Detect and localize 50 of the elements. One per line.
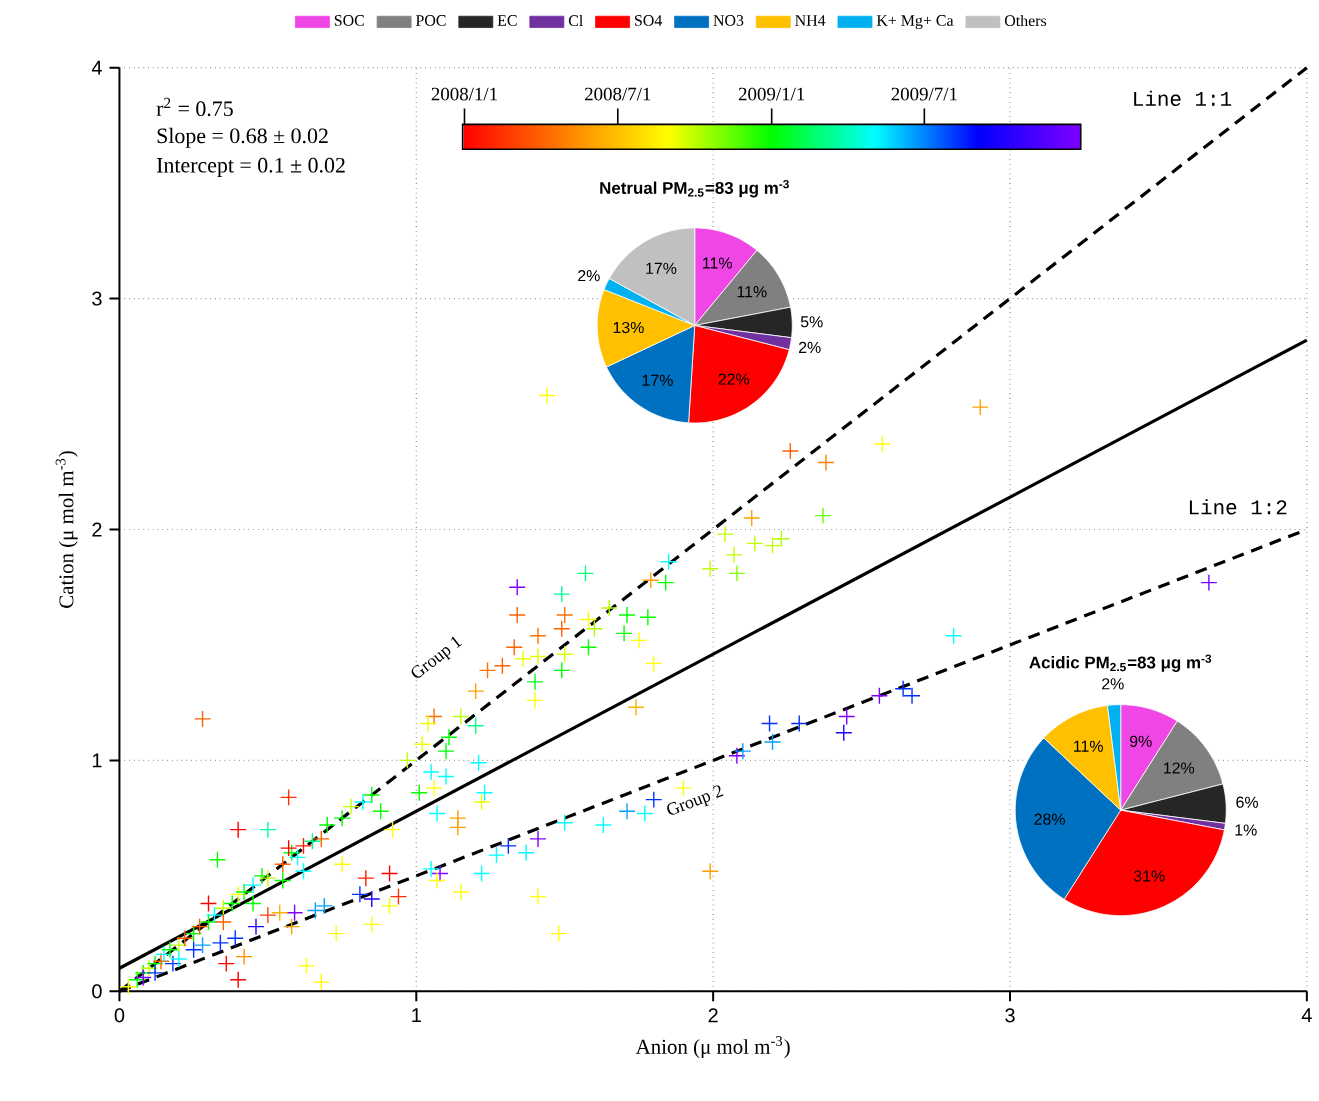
annotation: Group 2 [667,785,724,815]
x-tick-label: 0 [114,1008,125,1023]
data-label: 1% [1235,824,1257,836]
legend-label: POC [415,15,446,26]
annotation: Slope = 0.68 ± 0.02 [157,127,328,148]
data-label: 13% [613,321,644,334]
data-label: 2% [799,341,821,354]
data-label: 11% [737,286,767,298]
data-label: 28% [1034,813,1065,825]
data-label: 9% [1129,735,1152,747]
series-label: Line 1:2 [1189,499,1287,515]
annotation: 2008/1/1 [431,87,497,101]
data-label: 12% [1164,762,1195,774]
x-tick-label: 3 [1005,1008,1015,1023]
data-label: 6% [1236,796,1259,808]
legend-label: Others [1004,14,1047,27]
data-label: 2% [578,270,600,282]
annotation: Intercept = 0.1 ± 0.02 [156,157,345,178]
x-tick-label: 2 [708,1008,718,1023]
y-tick-label: 3 [92,291,102,306]
legend-label: SO4 [635,15,663,26]
data-label: 11% [703,257,732,269]
legend-label: Cl [568,14,583,27]
legend-label: NH4 [795,15,826,26]
data-label: 31% [1133,870,1165,882]
annotation: 2008/7/1 [585,87,651,101]
text: Netrual PM$_{2.5}$=83 μg m$^{-3}$ [600,180,789,198]
annotation: 2009/1/1 [738,87,805,101]
legend-label: K+ Mg+ Ca [876,15,954,30]
x-tick-label: 4 [1301,1008,1312,1023]
y-tick-label: 0 [92,984,102,999]
data-label: 17% [642,374,673,386]
chart-title: Acidic PM$_{2.5}$=83 μg m$^{-3}$ [1029,654,1212,673]
legend-label: NO3 [713,15,744,26]
data-label: 11% [1074,740,1103,752]
y-tick-label: 2 [92,522,102,537]
legend-label: SOC [334,15,364,26]
x-tick-label: 1 [412,1008,421,1023]
y-tick-label: 1 [92,753,102,768]
annotation: r$^{2}$ = 0.75 [156,97,233,117]
legend-label: EC [497,15,517,26]
x-axis-title: Anion (μ mol m$^{-3}$) [635,1036,790,1059]
y-axis-title: Cation (μ mol m$^{-3}$) [55,451,78,608]
annotation: 2009/7/1 [891,87,957,101]
y-tick-label: 4 [91,60,102,75]
data-label: 17% [646,262,677,275]
data-label: 22% [718,373,750,385]
series-label: Line 1:1 [1134,90,1232,107]
data-label: 5% [800,316,823,328]
data-label: 2% [1102,678,1124,690]
